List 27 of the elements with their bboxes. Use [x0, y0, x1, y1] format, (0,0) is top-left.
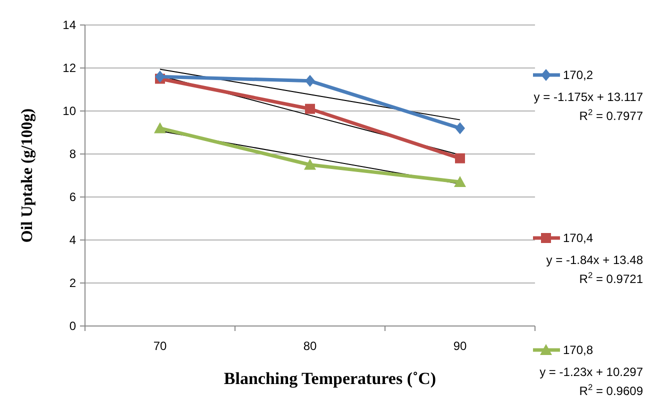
point [304, 158, 316, 170]
x-tick-label: 70 [153, 339, 167, 353]
y-tick-label: 4 [69, 233, 76, 248]
legend-label: 170,4 [563, 231, 594, 246]
point [154, 122, 166, 134]
y-axis-title: Oil Uptake (g/100g) [19, 108, 36, 243]
y-tick-label: 2 [69, 276, 76, 290]
legend-label: 170,2 [563, 68, 594, 82]
point [454, 176, 466, 187]
y-tick-label: 8 [69, 147, 76, 162]
y-tick-label: 10 [62, 104, 76, 118]
point [455, 122, 465, 134]
y-tick-label: 0 [69, 319, 76, 334]
x-axis-title: Blanching Temperatures (˚C) [224, 369, 436, 388]
text: y = -1.23x + 10.297 R$^{2}$ = 0.9609 [540, 365, 644, 398]
y-tick-label: 14 [62, 18, 76, 32]
point [455, 153, 465, 164]
y-tick-label: 6 [69, 190, 76, 204]
x-tick-label: 90 [453, 339, 467, 353]
point [305, 74, 315, 87]
point [155, 70, 165, 83]
legend-label: 170,8 [563, 343, 594, 358]
point [305, 104, 315, 114]
annotation: y = -1.175x + 13.117 R$^{2}$ = 0.7977 [534, 90, 644, 123]
x-tick-label: 80 [303, 339, 317, 353]
y-tick-label: 12 [62, 61, 76, 76]
text: y = -1.84x + 13.48 R$^{2}$ = 0.9721 [546, 253, 644, 286]
